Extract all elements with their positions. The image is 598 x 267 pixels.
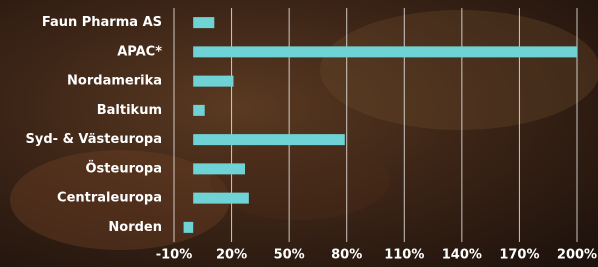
y-tick-label: Nordamerika [67, 74, 162, 89]
bar [193, 193, 249, 204]
x-tick-label: 80% [331, 248, 362, 263]
bar [193, 163, 245, 174]
leaf-shade [210, 140, 390, 220]
leaf-shade [320, 10, 598, 130]
x-tick-label: 50% [274, 248, 305, 263]
bar [193, 46, 577, 57]
y-tick-label: Faun Pharma AS [42, 15, 162, 30]
y-tick-label: Baltikum [97, 103, 162, 118]
x-tick-label: 200% [557, 248, 597, 263]
y-tick-label: Syd- & Västeuropa [26, 132, 163, 147]
bar [184, 222, 194, 233]
bar [193, 76, 233, 87]
y-tick-label: Östeuropa [86, 160, 163, 176]
x-tick-label: 140% [442, 248, 482, 263]
y-tick-label: Norden [108, 220, 162, 235]
y-tick-label: Centraleuropa [57, 191, 162, 206]
y-tick-label: APAC* [117, 44, 162, 59]
x-tick-label: 170% [499, 248, 539, 263]
bar [193, 134, 345, 145]
chart: -10% 20% 50% 80% 110% 140% 170% 200% Faun Pharma… [0, 0, 598, 267]
bar [193, 105, 205, 116]
bar [193, 17, 214, 28]
x-tick-label: 20% [216, 248, 247, 263]
x-tick-label: 110% [384, 248, 424, 263]
x-tick-label: -10% [156, 248, 193, 263]
